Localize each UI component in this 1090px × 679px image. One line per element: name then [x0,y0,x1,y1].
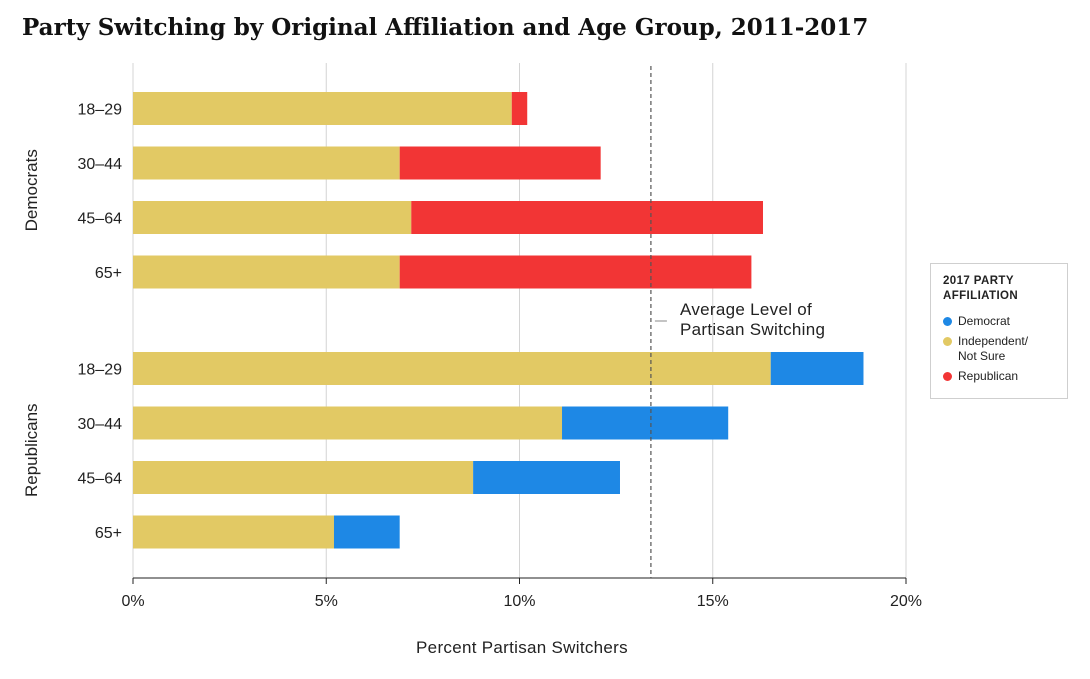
legend-title-line-1: 2017 PARTY [943,275,1014,287]
bar-democrats-18-29-republican [511,92,528,125]
category-label-republicans-45-64: 45–64 [78,471,123,488]
legend-item-independent: Independent/ Not Sure [943,334,1055,364]
legend-title-line-2: AFFILIATION [943,290,1019,302]
legend: 2017 PARTY AFFILIATION Democrat Independ… [930,263,1068,399]
bar-republicans-45-64-independent-not-sure [133,461,474,494]
reference-annotation-line-2: Partisan Switching [680,320,825,339]
bar-republicans-45-64-democrat [473,461,620,494]
legend-label-republican: Republican [958,369,1019,383]
x-tick-label-10: 10% [503,593,535,610]
bar-republicans-18-29-independent-not-sure [133,352,771,385]
bar-republicans-65-independent-not-sure [133,515,334,549]
legend-item-republican: Republican [943,369,1055,384]
legend-swatch-democrat [943,317,952,326]
x-tick-label-20: 20% [890,593,922,610]
bar-republicans-30-44-democrat [562,406,729,440]
category-label-republicans-30-44: 30–44 [78,416,123,433]
legend-item-democrat: Democrat [943,314,1055,329]
x-tick-label-15: 15% [697,593,729,610]
legend-swatch-republican [943,372,952,381]
bar-democrats-65-republican [399,255,752,289]
group-label-democrats: Democrats [22,149,41,231]
category-label-democrats-45-64: 45–64 [78,211,123,228]
category-label-democrats-18-29: 18–29 [78,102,123,119]
legend-label-independent: Independent/ Not Sure [958,334,1029,363]
bar-democrats-30-44-independent-not-sure [133,146,400,180]
bar-republicans-18-29-democrat [770,352,864,385]
bar-republicans-65-democrat [333,515,400,549]
reference-annotation-line-1: Average Level of [680,300,812,319]
bar-republicans-30-44-independent-not-sure [133,406,563,440]
bar-democrats-45-64-independent-not-sure [133,201,412,234]
category-label-republicans-65: 65+ [95,525,122,542]
x-tick-label-0: 0% [121,593,144,610]
chart-title: Party Switching by Original Affiliation … [22,14,869,41]
legend-title: 2017 PARTY AFFILIATION [943,274,1055,304]
category-label-democrats-65: 65+ [95,265,122,282]
category-label-democrats-30-44: 30–44 [78,156,123,173]
x-tick-label-5: 5% [315,593,338,610]
bar-democrats-45-64-republican [411,201,763,234]
bar-democrats-30-44-republican [399,146,601,180]
legend-label-democrat: Democrat [958,314,1011,328]
x-axis-title: Percent Partisan Switchers [416,638,628,657]
group-label-republicans: Republicans [22,403,41,497]
bar-democrats-65-independent-not-sure [133,255,400,289]
legend-swatch-independent [943,337,952,346]
category-label-republicans-18-29: 18–29 [78,362,123,379]
bar-democrats-18-29-independent-not-sure [133,92,512,125]
